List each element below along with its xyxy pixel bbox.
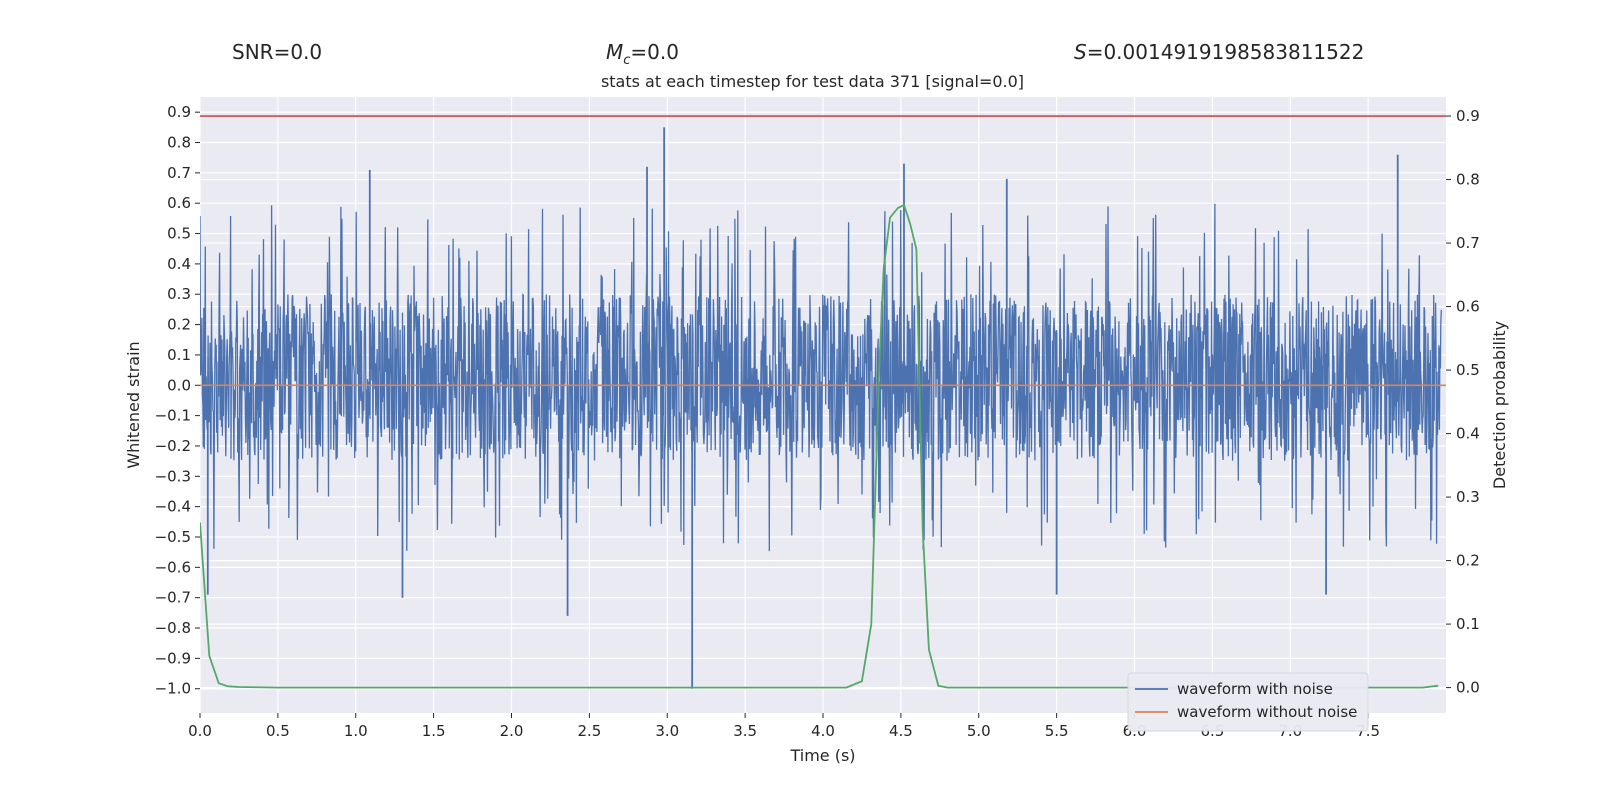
snr-label: SNR (232, 40, 274, 64)
y2-tick-label: 0.9 (1456, 107, 1480, 125)
x-tick-label: 1.5 (422, 722, 446, 740)
y2-tick-label: 0.5 (1456, 361, 1480, 379)
x-tick-label: 2.5 (577, 722, 601, 740)
y2-tick-label: 0.1 (1456, 615, 1480, 633)
detection-probability-line (200, 203, 1439, 689)
y2-axis-label: Detection probability (1490, 321, 1509, 489)
y-tick-label: −0.5 (155, 528, 191, 546)
y-tick-label: 0.0 (167, 376, 191, 394)
x-tick-label: 2.0 (500, 722, 524, 740)
y-tick-label: 0.4 (167, 255, 191, 273)
x-tick-label: 0.0 (188, 722, 212, 740)
y2-tick-label: 0.8 (1456, 171, 1480, 189)
mc-value: =0.0 (630, 40, 679, 64)
y-tick-label: −0.2 (155, 437, 191, 455)
x-tick-label: 5.5 (1045, 722, 1069, 740)
y-tick-label: −0.9 (155, 649, 191, 667)
y2-tick-label: 0.3 (1456, 488, 1480, 506)
y-tick-label: 0.6 (167, 194, 191, 212)
x-tick-label: 4.0 (811, 722, 835, 740)
y-tick-label: 0.7 (167, 164, 191, 182)
y-tick-label: 0.3 (167, 285, 191, 303)
x-tick-label: 3.5 (733, 722, 757, 740)
y-tick-label: 0.9 (167, 103, 191, 121)
y2-tick-label: 0.2 (1456, 552, 1480, 570)
y-tick-label: −0.4 (155, 498, 191, 516)
y-tick-label: −0.3 (155, 467, 191, 485)
x-tick-label: 1.0 (344, 722, 368, 740)
y-tick-label: −0.7 (155, 589, 191, 607)
y-tick-label: −0.6 (155, 558, 191, 576)
x-tick-label: 3.0 (655, 722, 679, 740)
y-tick-label: −0.8 (155, 619, 191, 637)
y-tick-label: 0.1 (167, 346, 191, 364)
y2-tick-label: 0.7 (1456, 234, 1480, 252)
mc-subscript: c (623, 53, 631, 68)
legend-label: waveform without noise (1177, 703, 1357, 721)
y-tick-label: −0.1 (155, 407, 191, 425)
x-axis-label: Time (s) (789, 746, 855, 765)
snr-readout: SNR=0.0 (232, 40, 322, 64)
y2-tick-label: 0.6 (1456, 298, 1480, 316)
y-tick-label: 0.2 (167, 316, 191, 334)
x-tick-label: 4.5 (889, 722, 913, 740)
legend-label: waveform with noise (1177, 680, 1333, 698)
plot-content (200, 115, 1446, 689)
y-tick-label: 0.8 (167, 134, 191, 152)
s-readout: S=0.0014919198583811522 (1074, 40, 1364, 64)
chart-title: stats at each timestep for test data 371… (600, 72, 1025, 91)
waveform-with-noise-line (200, 203, 1442, 552)
legend-box (1127, 672, 1369, 732)
mc-label: M (606, 40, 624, 64)
y-axis-label: Whitened strain (124, 341, 143, 468)
y2-tick-label: 0.4 (1456, 425, 1480, 443)
x-tick-label: 5.0 (967, 722, 991, 740)
y2-tick-label: 0.0 (1456, 679, 1480, 697)
chirp-mass-readout: Mc=0.0 (606, 40, 679, 68)
x-tick-label: 0.5 (266, 722, 290, 740)
y-tick-label: 0.5 (167, 225, 191, 243)
s-label: S (1074, 40, 1087, 64)
snr-value: =0.0 (273, 40, 323, 64)
s-value: =0.0014919198583811522 (1086, 40, 1365, 64)
y-tick-label: −1.0 (155, 680, 191, 698)
